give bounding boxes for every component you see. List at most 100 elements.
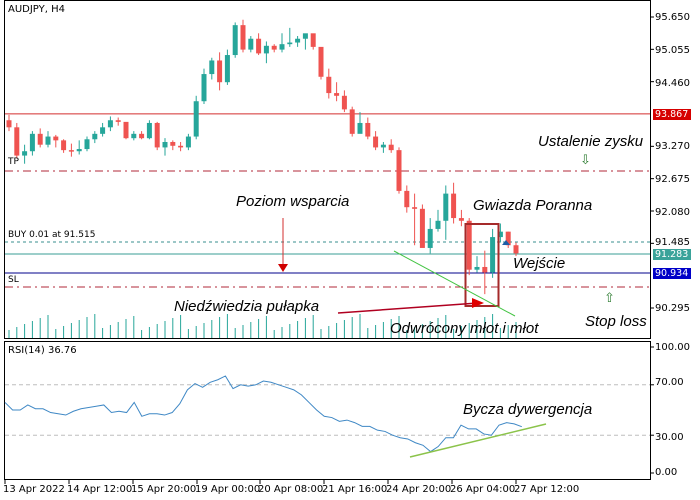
candle-body bbox=[373, 136, 379, 148]
time-tick: 20 Apr 08:00 bbox=[258, 484, 324, 495]
price-tick: 95.055 bbox=[655, 45, 690, 56]
candle-body bbox=[193, 101, 199, 137]
take-profit-annotation: Ustalenie zysku bbox=[538, 133, 644, 150]
main-pane-frame bbox=[4, 0, 651, 339]
candle-body bbox=[107, 120, 113, 128]
candle-body bbox=[248, 38, 254, 50]
rsi-tick: 70.00 bbox=[655, 377, 684, 388]
candle-body bbox=[256, 38, 262, 54]
rsi-line bbox=[4, 375, 522, 453]
support-level-annotation: Poziom wsparcia bbox=[236, 193, 350, 210]
candle-body bbox=[139, 133, 145, 139]
candle-body bbox=[427, 228, 433, 248]
candle-body bbox=[357, 122, 363, 134]
morning-star-annotation: Gwiazda Poranna bbox=[473, 197, 593, 214]
sl-line-label: SL bbox=[8, 275, 19, 285]
candle-body bbox=[490, 237, 496, 273]
candle-body bbox=[68, 150, 74, 152]
price-tick: 91.485 bbox=[655, 237, 690, 248]
sl-level-price-badge: 90.934 bbox=[653, 268, 691, 279]
candle-body bbox=[224, 55, 230, 83]
candle-body bbox=[302, 33, 308, 39]
candle-body bbox=[115, 120, 121, 122]
candle-body bbox=[435, 220, 441, 229]
morning-star-box bbox=[464, 223, 500, 307]
candle-body bbox=[451, 193, 457, 219]
candle-body bbox=[271, 45, 277, 50]
candle-body bbox=[100, 127, 106, 134]
candle-body bbox=[22, 151, 28, 156]
candle-body bbox=[14, 127, 20, 156]
candle-body bbox=[92, 133, 98, 140]
candle-body bbox=[295, 38, 301, 43]
support-arrow-head bbox=[278, 264, 288, 272]
candle-body bbox=[217, 60, 223, 83]
time-tick: 14 Apr 12:00 bbox=[67, 484, 133, 495]
candle-body bbox=[6, 120, 12, 128]
rsi-tick: 100.00 bbox=[655, 342, 690, 353]
candle-body bbox=[419, 208, 425, 248]
price-tick: 90.295 bbox=[655, 303, 690, 314]
candle-body bbox=[404, 190, 410, 208]
stop-loss-annotation: Stop loss bbox=[585, 313, 647, 330]
time-tick: 13 Apr 2022 bbox=[3, 484, 65, 495]
entry-arrow-icon bbox=[502, 240, 510, 245]
bear-trap-arrow-line bbox=[337, 302, 479, 314]
price-tick: 95.650 bbox=[655, 12, 690, 23]
candle-body bbox=[458, 218, 464, 221]
time-tick: 15 Apr 20:00 bbox=[131, 484, 197, 495]
current-price-badge: 91.283 bbox=[653, 249, 691, 260]
stop-loss-arrow-icon: ⇧ bbox=[604, 291, 615, 306]
bullish-divergence-annotation: Bycza dywergencja bbox=[463, 401, 593, 418]
tp-line-label: TP bbox=[8, 157, 19, 167]
candle-body bbox=[349, 109, 355, 134]
candle-body bbox=[279, 44, 285, 50]
candle-body bbox=[201, 74, 207, 102]
candle-body bbox=[209, 60, 215, 75]
candle-body bbox=[29, 133, 35, 152]
candle-body bbox=[310, 33, 316, 47]
bear-trap-arrow-head bbox=[472, 298, 484, 308]
candle-body bbox=[154, 122, 160, 148]
time-tick: 26 Apr 04:00 bbox=[450, 484, 516, 495]
rsi-pane-frame bbox=[4, 341, 651, 480]
buy-line-label: BUY 0.01 at 91.515 bbox=[8, 230, 96, 240]
time-tick: 27 Apr 12:00 bbox=[514, 484, 580, 495]
candle-body bbox=[482, 266, 488, 273]
hammer-annotation: Odwrócony młot i młot bbox=[390, 320, 539, 337]
candle-body bbox=[146, 122, 152, 139]
candle-body bbox=[185, 136, 191, 148]
candle-body bbox=[334, 93, 340, 96]
bear-trap-annotation: Niedźwiedzia pułapka bbox=[174, 298, 320, 315]
candle-body bbox=[263, 45, 269, 54]
candle-body bbox=[53, 136, 59, 141]
resistance-price-badge: 93.867 bbox=[653, 109, 691, 120]
candle-body bbox=[388, 144, 394, 151]
entry-annotation: Wejście bbox=[513, 255, 566, 272]
symbol-title: AUDJPY, H4 bbox=[8, 4, 65, 15]
candle-body bbox=[466, 220, 472, 270]
candle-body bbox=[240, 25, 246, 50]
candle-body bbox=[232, 25, 238, 56]
candle-body bbox=[131, 133, 137, 139]
candle-body bbox=[287, 42, 293, 45]
candle-body bbox=[396, 150, 402, 191]
candle-body bbox=[61, 140, 67, 151]
time-tick: 21 Apr 16:00 bbox=[322, 484, 388, 495]
price-tick: 92.675 bbox=[655, 174, 690, 185]
divergence-line bbox=[409, 423, 547, 458]
time-tick: 24 Apr 20:00 bbox=[386, 484, 452, 495]
trend-line bbox=[393, 250, 516, 317]
price-tick: 92.080 bbox=[655, 207, 690, 218]
candle-body bbox=[37, 133, 43, 145]
candle-body bbox=[123, 121, 129, 139]
time-tick: 19 Apr 00:00 bbox=[195, 484, 261, 495]
take-profit-arrow-icon: ⇩ bbox=[580, 153, 591, 168]
candle-body bbox=[326, 76, 332, 94]
rsi-tick: 0.00 bbox=[655, 467, 678, 478]
candle-body bbox=[318, 46, 324, 77]
candle-body bbox=[505, 231, 511, 246]
candle-body bbox=[443, 193, 449, 221]
